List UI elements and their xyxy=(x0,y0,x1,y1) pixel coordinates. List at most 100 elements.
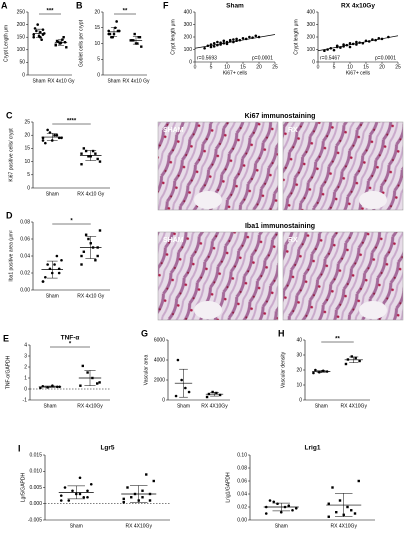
x-tick-label: 25 xyxy=(395,64,401,70)
data-point xyxy=(348,41,352,45)
y-axis-label: Iba1 positive area (μm² xyxy=(8,230,14,282)
x-tick-label: Sham xyxy=(177,403,190,409)
y-tick-label: 400 xyxy=(184,9,193,15)
y-axis-label: Lrig1/GAPDH xyxy=(225,472,231,503)
error-bar xyxy=(67,485,85,500)
data-point xyxy=(248,35,251,39)
chart-title: Sham xyxy=(226,3,244,10)
data-point xyxy=(91,149,95,153)
error-bar xyxy=(110,27,118,37)
data-point xyxy=(225,42,229,46)
data-point xyxy=(96,382,99,385)
panel-label: H xyxy=(278,328,285,338)
y-tick-label: 5 xyxy=(27,172,30,178)
data-point xyxy=(133,32,136,36)
data-point xyxy=(53,263,56,266)
data-point xyxy=(140,45,143,48)
data-point xyxy=(344,362,348,366)
y-tick-label: 30 xyxy=(296,352,302,358)
x-tick-label: RX 4X10Gy xyxy=(126,523,153,529)
x-tick-label: 15 xyxy=(240,64,246,70)
data-point xyxy=(39,386,42,390)
data-point xyxy=(89,482,93,486)
y-tick-label: 10 xyxy=(24,159,30,165)
error-bar xyxy=(179,368,188,398)
x-tick-label: RX 4x10 Gy xyxy=(77,191,104,197)
data-point xyxy=(32,33,36,36)
y-tick-label: 250 xyxy=(17,9,26,15)
y-tick-label: 10 xyxy=(296,382,302,388)
y-tick-label: 50 xyxy=(19,60,25,66)
y-tick-label: 0.02 xyxy=(20,270,30,276)
data-point xyxy=(212,45,216,48)
data-point xyxy=(348,45,352,49)
y-axis-label: Crypt length μm xyxy=(170,19,176,54)
lumen xyxy=(359,301,387,319)
image-title: Ki67 immunostaining xyxy=(245,113,316,120)
data-point xyxy=(57,40,60,43)
image-label: RX xyxy=(288,127,298,134)
panel-label: A xyxy=(1,0,8,10)
data-point xyxy=(141,496,144,499)
data-point xyxy=(46,263,49,266)
y-tick-label: 4 xyxy=(24,342,27,348)
panel-label: F xyxy=(163,0,169,10)
error-bar xyxy=(57,39,65,46)
x-axis-label: Ki67+ cells xyxy=(223,70,248,76)
error-bar xyxy=(35,28,43,38)
data-point xyxy=(55,39,59,43)
data-point xyxy=(331,486,334,489)
x-tick-label: 25 xyxy=(272,64,278,70)
data-point xyxy=(44,275,47,279)
data-point xyxy=(84,233,88,236)
x-tick-label: 0 xyxy=(194,64,197,70)
data-point xyxy=(187,390,191,394)
error-bar xyxy=(44,385,56,388)
data-point xyxy=(176,358,180,362)
data-point xyxy=(291,508,294,512)
panel-label: B xyxy=(76,0,83,10)
data-point xyxy=(358,359,361,363)
y-tick-label: 0.04 xyxy=(20,253,30,259)
data-point xyxy=(184,386,187,390)
y-tick-label: 0.08 xyxy=(237,465,247,471)
data-point xyxy=(148,499,152,502)
significance: ** xyxy=(335,337,340,343)
y-tick-label: 0 xyxy=(299,397,302,403)
error-bar xyxy=(130,485,148,503)
data-point xyxy=(60,258,63,262)
data-point xyxy=(98,229,102,232)
data-point xyxy=(276,502,279,506)
trend-line xyxy=(317,35,399,52)
x-tick-label: 20 xyxy=(256,64,262,70)
y-tick-label: 2 xyxy=(24,364,27,370)
data-point xyxy=(346,505,349,509)
data-point xyxy=(80,254,83,258)
x-tick-label: RX 4X10Gy xyxy=(201,403,228,409)
y-tick-label: 0 xyxy=(24,386,27,392)
error-bar xyxy=(85,236,97,259)
x-tick-label: 10 xyxy=(224,64,230,70)
y-tick-label: 2000 xyxy=(154,377,165,383)
annotation: p=0.0001 xyxy=(252,55,273,61)
x-tick-label: 20 xyxy=(379,64,385,70)
data-point xyxy=(138,36,142,39)
data-point xyxy=(287,504,291,508)
data-point xyxy=(209,45,213,49)
y-tick-label: 100 xyxy=(307,47,316,53)
data-point xyxy=(59,499,63,502)
data-point xyxy=(327,515,330,518)
data-point xyxy=(41,384,45,388)
data-point xyxy=(82,250,86,253)
y-tick-label: 0.00 xyxy=(20,287,30,293)
x-tick-label: Sham xyxy=(315,403,328,409)
data-point xyxy=(84,149,88,153)
data-point xyxy=(98,381,101,384)
y-axis-label: Vascular density xyxy=(280,351,286,388)
data-point xyxy=(279,510,283,514)
data-point xyxy=(79,384,82,387)
data-point xyxy=(354,356,357,360)
x-tick-label: RX 4x10 Gy xyxy=(123,78,150,84)
data-point xyxy=(86,495,89,499)
y-tick-label: 15 xyxy=(24,146,30,152)
